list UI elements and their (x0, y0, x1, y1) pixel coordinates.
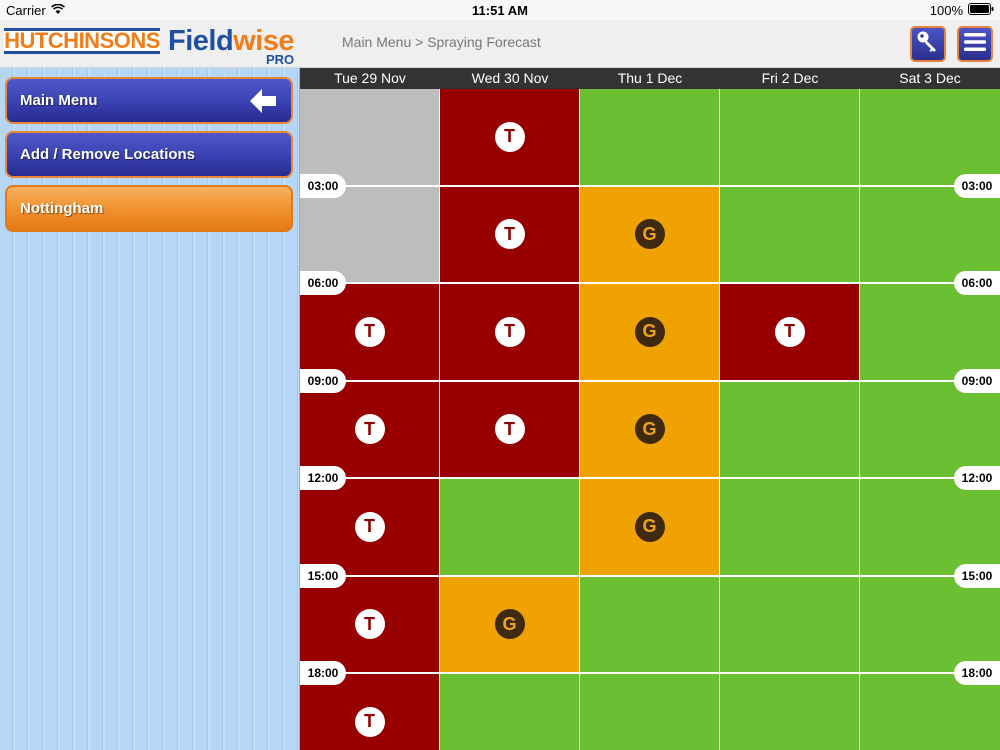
badge-t-icon: T (354, 706, 385, 737)
badge-t-icon: T (494, 414, 525, 445)
badge-t-icon: T (354, 414, 385, 445)
forecast-cell[interactable] (580, 576, 719, 672)
forecast-cell[interactable] (720, 674, 859, 750)
battery-percent: 100% (929, 3, 963, 18)
forecast-cell[interactable] (860, 284, 1000, 380)
time-label-right: 18:00 (954, 661, 1000, 685)
badge-g-icon: G (634, 511, 665, 542)
forecast-cell[interactable] (720, 186, 859, 282)
badge-g-icon: G (634, 219, 665, 250)
forecast-cell[interactable] (860, 479, 1000, 575)
app-logo: HUTCHINSONS Fieldwise PRO (2, 24, 298, 67)
logo-pro: PRO (266, 52, 295, 67)
main-menu-button[interactable]: Main Menu (5, 77, 293, 124)
time-label-left: 09:00 (300, 368, 346, 393)
time-label-right: 12:00 (954, 466, 1000, 490)
time-label-right: 09:00 (954, 368, 1000, 393)
forecast-cell[interactable] (860, 674, 1000, 750)
forecast-cell[interactable]: T (440, 381, 579, 477)
badge-t-icon: T (354, 609, 385, 640)
app-header: HUTCHINSONS Fieldwise PRO Main Menu > Sp… (0, 20, 1000, 68)
badge-t-icon: T (494, 316, 525, 347)
forecast-cell[interactable]: T (300, 576, 439, 672)
forecast-cell[interactable]: G (580, 479, 719, 575)
forecast-cell[interactable]: T (300, 479, 439, 575)
key-icon (915, 29, 941, 60)
forecast-cell[interactable] (440, 674, 579, 750)
badge-t-icon: T (494, 121, 525, 152)
battery-icon (968, 3, 994, 18)
wifi-icon (50, 3, 65, 18)
forecast-cell[interactable] (300, 186, 439, 282)
battery-indicator: 100% (930, 3, 994, 18)
status-bar: Carrier 11:51 AM 100% (0, 0, 1000, 20)
forecast-cell[interactable] (720, 381, 859, 477)
forecast-cell[interactable] (580, 89, 719, 185)
time-label-left: 03:00 (300, 173, 346, 198)
time-label-right: 15:00 (954, 563, 1000, 588)
breadcrumb: Main Menu > Spraying Forecast (342, 34, 541, 50)
time-label-right: 06:00 (954, 271, 1000, 295)
hamburger-menu-icon (962, 30, 988, 59)
badge-t-icon: T (354, 511, 385, 542)
forecast-cell[interactable] (720, 576, 859, 672)
forecast-cell[interactable] (720, 479, 859, 575)
badge-g-icon: G (494, 609, 525, 640)
logo-hutchinsons: HUTCHINSONS (4, 28, 160, 54)
carrier-label: Carrier (6, 3, 46, 18)
menu-button[interactable] (957, 26, 993, 62)
forecast-grid: Tue 29 Nov Wed 30 Nov Thu 1 Dec Fri 2 Dec Sa… (300, 68, 1000, 750)
logo-fieldwise: Fieldwise (168, 25, 295, 57)
badge-t-icon: T (354, 316, 385, 347)
time-label-left: 15:00 (300, 563, 346, 588)
key-button[interactable] (910, 26, 946, 62)
forecast-cell[interactable]: G (580, 186, 719, 282)
forecast-cell[interactable] (440, 479, 579, 575)
location-nottingham[interactable]: Nottingham (5, 185, 293, 232)
forecast-cell[interactable]: T (300, 284, 439, 380)
badge-g-icon: G (634, 316, 665, 347)
forecast-cell[interactable] (720, 89, 859, 185)
forecast-cell[interactable]: G (440, 576, 579, 672)
back-arrow-icon (249, 87, 277, 119)
day-label: Fri 2 Dec (761, 70, 819, 86)
time-label-right: 03:00 (954, 173, 1000, 198)
carrier-indicator: Carrier (6, 3, 65, 18)
logo-field: Field (168, 25, 234, 57)
main-menu-label: Main Menu (20, 92, 98, 109)
clock: 11:51 AM (472, 3, 528, 18)
time-label-left: 12:00 (300, 466, 346, 490)
forecast-cell[interactable] (860, 186, 1000, 282)
forecast-cell[interactable]: G (580, 284, 719, 380)
day-label: Tue 29 Nov (334, 70, 406, 86)
location-label: Nottingham (20, 200, 104, 217)
forecast-cell[interactable]: G (580, 381, 719, 477)
forecast-cell[interactable]: T (440, 89, 579, 185)
forecast-cell[interactable]: T (300, 381, 439, 477)
day-label: Wed 30 Nov (471, 70, 549, 86)
forecast-cell[interactable] (860, 381, 1000, 477)
forecast-cell[interactable]: T (440, 284, 579, 380)
sidebar: Main Menu Add / Remove Locations Notting… (0, 68, 300, 750)
time-label-left: 06:00 (300, 271, 346, 295)
forecast-cell[interactable]: T (300, 674, 439, 750)
forecast-cell[interactable]: T (720, 284, 859, 380)
logo-wise: wise (233, 25, 295, 57)
day-label: Thu 1 Dec (617, 70, 683, 86)
forecast-cell[interactable] (860, 576, 1000, 672)
badge-g-icon: G (634, 414, 665, 445)
time-label-left: 18:00 (300, 661, 346, 685)
forecast-cell[interactable] (860, 89, 1000, 185)
day-label: Sat 3 Dec (899, 70, 961, 86)
forecast-cell[interactable] (580, 674, 719, 750)
add-remove-locations-button[interactable]: Add / Remove Locations (5, 131, 293, 178)
forecast-cell[interactable] (300, 89, 439, 185)
badge-t-icon: T (774, 316, 805, 347)
add-remove-locations-label: Add / Remove Locations (20, 146, 196, 163)
day-header-row: Tue 29 Nov Wed 30 Nov Thu 1 Dec Fri 2 Dec Sa… (300, 68, 1000, 89)
forecast-cell[interactable]: T (440, 186, 579, 282)
badge-t-icon: T (494, 219, 525, 250)
